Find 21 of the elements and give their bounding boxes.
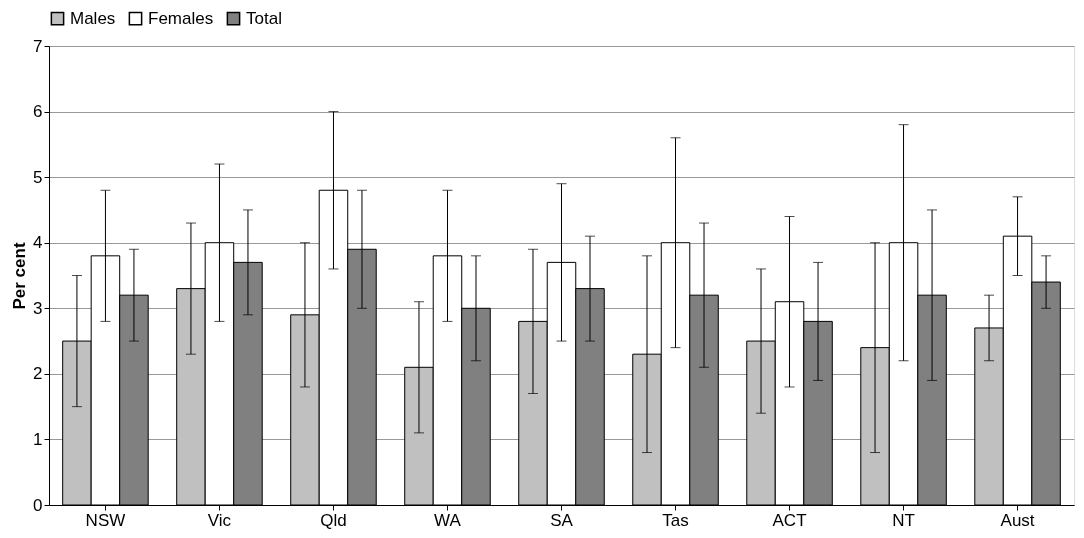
y-tick-label: 5 <box>33 167 43 187</box>
legend-label: Females <box>148 8 214 28</box>
x-tick-label: NT <box>892 510 915 530</box>
y-tick-label: 1 <box>33 429 43 449</box>
y-tick-label: 6 <box>33 102 43 122</box>
x-tick-label: Aust <box>1000 510 1035 530</box>
x-tick-label: ACT <box>772 510 807 530</box>
x-tick-label: SA <box>550 510 574 530</box>
y-tick-label: 7 <box>33 36 43 56</box>
legend-label: Males <box>70 8 116 28</box>
y-axis-title: Per cent <box>10 242 30 310</box>
y-tick-label: 3 <box>33 298 43 318</box>
y-tick-label: 2 <box>33 364 43 384</box>
x-tick-label: Qld <box>320 510 347 530</box>
x-tick-label: Vic <box>207 510 232 530</box>
x-tick-label: NSW <box>85 510 126 530</box>
x-tick-label: WA <box>434 510 462 530</box>
legend-label: Total <box>246 8 282 28</box>
y-tick-label: 4 <box>33 233 43 253</box>
x-tick-label: Tas <box>662 510 689 530</box>
y-tick-label: 0 <box>33 495 43 515</box>
